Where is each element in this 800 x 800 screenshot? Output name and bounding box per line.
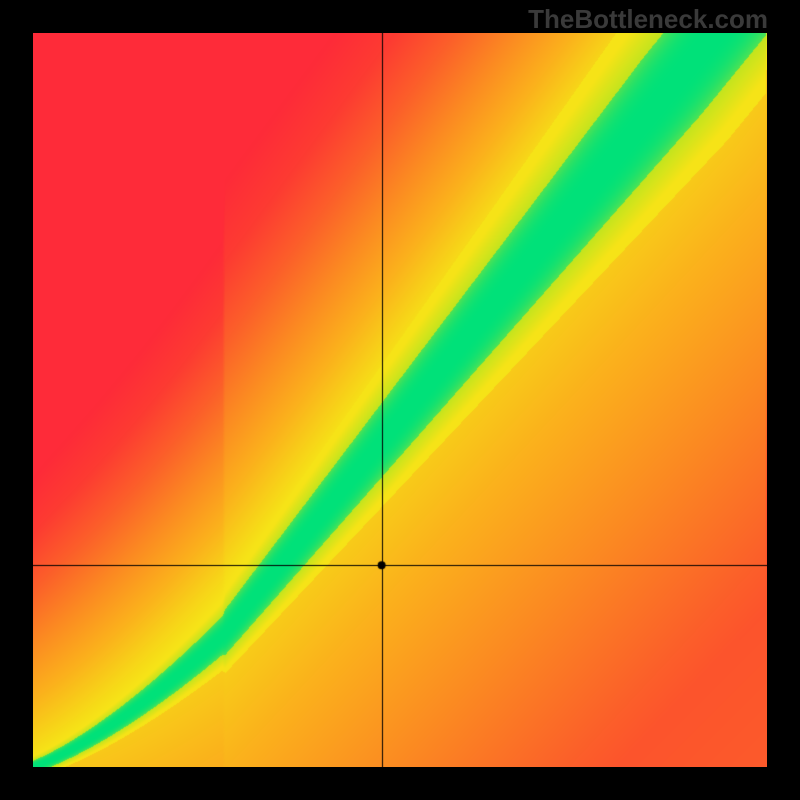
chart-container: TheBottleneck.com xyxy=(0,0,800,800)
bottleneck-heatmap xyxy=(33,33,767,767)
watermark-text: TheBottleneck.com xyxy=(528,4,768,35)
